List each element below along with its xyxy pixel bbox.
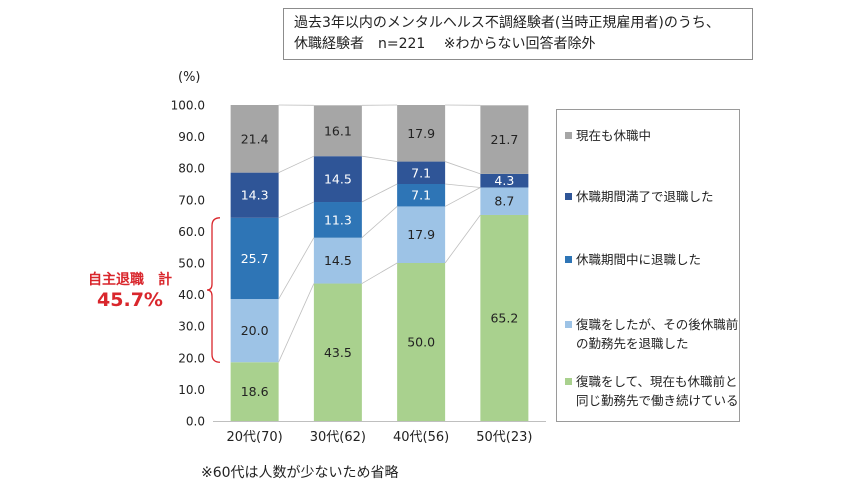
data-label: 7.1 bbox=[411, 188, 431, 203]
y-tick-label: 90.0 bbox=[178, 130, 205, 144]
bar-segment bbox=[480, 187, 529, 215]
bar-segment bbox=[313, 237, 362, 284]
data-label: 11.3 bbox=[324, 212, 352, 227]
data-label: 20.0 bbox=[241, 323, 269, 338]
series-connector-line bbox=[445, 183, 481, 188]
data-label: 7.1 bbox=[411, 165, 431, 180]
legend-swatch bbox=[565, 193, 572, 200]
y-tick-label: 100.0 bbox=[171, 99, 205, 113]
bracket-brace bbox=[206, 217, 221, 363]
bar-segment bbox=[397, 161, 446, 184]
x-tick-label: 20代(70) bbox=[227, 430, 283, 445]
x-tick-label: 30代(62) bbox=[310, 430, 366, 445]
data-label: 21.4 bbox=[241, 131, 269, 146]
series-connector-line bbox=[444, 214, 481, 264]
data-label: 43.5 bbox=[324, 345, 352, 360]
series-connector-line bbox=[278, 201, 315, 219]
y-tick-label: 40.0 bbox=[178, 288, 205, 302]
data-label: 18.6 bbox=[241, 384, 269, 399]
data-label: 14.3 bbox=[241, 188, 269, 203]
bar-segment bbox=[230, 172, 279, 218]
footnote: ※60代は人数が少ないため省略 bbox=[201, 465, 399, 481]
bar-segment bbox=[397, 184, 446, 207]
bar-segment bbox=[313, 283, 362, 421]
y-tick-label: 20.0 bbox=[178, 351, 205, 365]
data-label: 65.2 bbox=[490, 310, 518, 325]
legend: 現在も休職中 休職期間満了で退職した 休職期間中に退職した 復職をしたが、その後… bbox=[556, 109, 740, 422]
data-label: 16.1 bbox=[324, 123, 352, 138]
data-label: 14.5 bbox=[324, 172, 352, 187]
legend-swatch bbox=[565, 378, 572, 385]
chart-note-box: 過去3年以内のメンタルヘルス不調経験者(当時正規雇用者)のうち、 休職経験者 n… bbox=[283, 8, 753, 60]
y-tick-label: 70.0 bbox=[178, 193, 205, 207]
legend-label: 現在も休職中 bbox=[576, 128, 652, 143]
data-label: 17.9 bbox=[407, 227, 435, 242]
legend-label: 復職をして、現在も休職前と同じ勤務先で働き続けている bbox=[576, 374, 739, 408]
data-label: 25.7 bbox=[241, 251, 269, 266]
legend-label: 休職期間中に退職した bbox=[576, 252, 702, 267]
series-connector-line bbox=[278, 283, 315, 363]
bar-segment bbox=[397, 263, 446, 421]
data-label: 14.5 bbox=[324, 253, 352, 268]
series-connector-line bbox=[278, 237, 315, 300]
data-label: 21.7 bbox=[490, 132, 518, 147]
self-resignation-value: 45.7% bbox=[97, 289, 163, 311]
y-tick-label: 50.0 bbox=[178, 257, 205, 271]
series-connector-line bbox=[361, 183, 398, 203]
bar-segment bbox=[480, 105, 529, 174]
x-tick-label: 50代(23) bbox=[476, 430, 532, 445]
self-resignation-label: 自主退職 計 bbox=[88, 272, 172, 288]
data-label: 8.7 bbox=[494, 194, 514, 209]
bar-segment bbox=[313, 156, 362, 203]
data-label: 50.0 bbox=[407, 335, 435, 350]
data-label: 17.9 bbox=[407, 126, 435, 141]
y-axis-unit: (%) bbox=[178, 70, 201, 85]
bar-segment bbox=[397, 105, 446, 162]
x-tick-label: 40代(56) bbox=[393, 430, 449, 445]
chart-note-line1: 過去3年以内のメンタルヘルス不調経験者(当時正規雇用者)のうち、 bbox=[294, 15, 720, 31]
series-connector-line bbox=[444, 187, 481, 207]
y-tick-label: 30.0 bbox=[178, 320, 205, 334]
legend-label: 休職期間満了で退職した bbox=[576, 189, 714, 204]
y-tick-label: 0.0 bbox=[186, 415, 205, 429]
bar-segment bbox=[230, 299, 279, 363]
legend-swatch bbox=[565, 256, 572, 263]
series-connector-line bbox=[361, 206, 398, 239]
y-tick-label: 60.0 bbox=[178, 225, 205, 239]
series-connector-line bbox=[361, 155, 398, 162]
series-connector-line bbox=[361, 262, 398, 284]
bar-segment bbox=[230, 217, 279, 300]
bar-segment bbox=[230, 105, 279, 173]
bar-segment bbox=[480, 214, 529, 421]
bar-segment bbox=[230, 362, 279, 421]
legend-swatch bbox=[565, 321, 572, 328]
y-tick-label: 10.0 bbox=[178, 383, 205, 397]
bar-segment bbox=[313, 202, 362, 238]
legend-label: 復職をしたが、その後休職前の勤務先を退職した bbox=[576, 317, 739, 351]
series-connector-line bbox=[278, 155, 315, 173]
self-resignation-annotation: 自主退職 計 45.7% bbox=[88, 271, 172, 311]
bar-segment bbox=[480, 173, 529, 188]
y-tick-label: 80.0 bbox=[178, 162, 205, 176]
bar-segment bbox=[397, 206, 446, 263]
series-connector-line bbox=[444, 161, 481, 175]
legend-swatch bbox=[565, 132, 572, 139]
chart-note-line2: 休職経験者 n=221 ※わからない回答者除外 bbox=[294, 36, 596, 52]
bar-segment bbox=[313, 105, 362, 157]
data-label: 4.3 bbox=[494, 173, 514, 188]
